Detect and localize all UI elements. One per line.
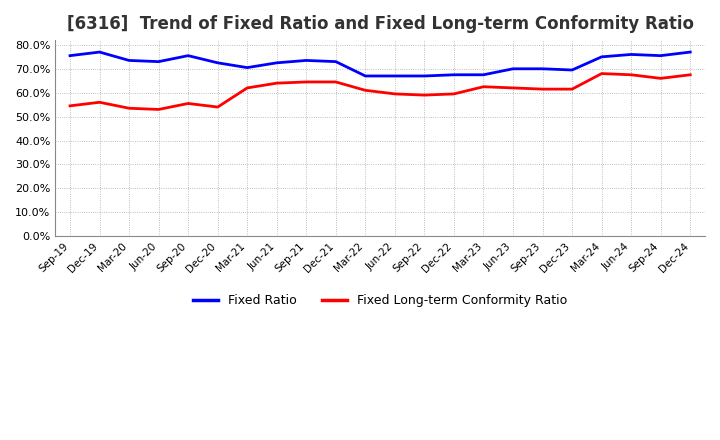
Fixed Long-term Conformity Ratio <box>361 88 369 93</box>
Fixed Ratio <box>686 49 695 55</box>
Fixed Long-term Conformity Ratio <box>66 103 74 109</box>
Fixed Long-term Conformity Ratio <box>390 91 399 96</box>
Fixed Ratio <box>184 53 192 58</box>
Fixed Ratio <box>509 66 518 71</box>
Fixed Long-term Conformity Ratio <box>449 91 458 96</box>
Fixed Long-term Conformity Ratio <box>509 85 518 91</box>
Fixed Long-term Conformity Ratio <box>539 87 547 92</box>
Fixed Ratio <box>390 73 399 79</box>
Fixed Long-term Conformity Ratio <box>657 76 665 81</box>
Fixed Long-term Conformity Ratio <box>184 101 192 106</box>
Fixed Ratio <box>420 73 428 79</box>
Line: Fixed Ratio: Fixed Ratio <box>70 52 690 76</box>
Fixed Ratio <box>154 59 163 64</box>
Fixed Long-term Conformity Ratio <box>272 81 281 86</box>
Fixed Long-term Conformity Ratio <box>302 79 310 84</box>
Fixed Long-term Conformity Ratio <box>568 87 577 92</box>
Fixed Long-term Conformity Ratio <box>154 107 163 112</box>
Fixed Ratio <box>598 54 606 59</box>
Fixed Ratio <box>539 66 547 71</box>
Fixed Long-term Conformity Ratio <box>686 72 695 77</box>
Fixed Long-term Conformity Ratio <box>95 99 104 105</box>
Fixed Long-term Conformity Ratio <box>125 106 133 111</box>
Fixed Ratio <box>568 67 577 73</box>
Fixed Long-term Conformity Ratio <box>480 84 488 89</box>
Fixed Ratio <box>361 73 369 79</box>
Fixed Ratio <box>302 58 310 63</box>
Fixed Long-term Conformity Ratio <box>243 85 251 91</box>
Fixed Ratio <box>480 72 488 77</box>
Legend: Fixed Ratio, Fixed Long-term Conformity Ratio: Fixed Ratio, Fixed Long-term Conformity … <box>188 289 572 312</box>
Fixed Ratio <box>95 49 104 55</box>
Fixed Ratio <box>125 58 133 63</box>
Fixed Ratio <box>449 72 458 77</box>
Fixed Ratio <box>272 60 281 66</box>
Fixed Ratio <box>657 53 665 58</box>
Fixed Long-term Conformity Ratio <box>331 79 340 84</box>
Fixed Ratio <box>66 53 74 58</box>
Line: Fixed Long-term Conformity Ratio: Fixed Long-term Conformity Ratio <box>70 73 690 110</box>
Fixed Long-term Conformity Ratio <box>598 71 606 76</box>
Fixed Ratio <box>213 60 222 66</box>
Fixed Long-term Conformity Ratio <box>213 104 222 110</box>
Fixed Long-term Conformity Ratio <box>627 72 636 77</box>
Fixed Long-term Conformity Ratio <box>420 92 428 98</box>
Fixed Ratio <box>627 52 636 57</box>
Fixed Ratio <box>331 59 340 64</box>
Title: [6316]  Trend of Fixed Ratio and Fixed Long-term Conformity Ratio: [6316] Trend of Fixed Ratio and Fixed Lo… <box>67 15 693 33</box>
Fixed Ratio <box>243 65 251 70</box>
